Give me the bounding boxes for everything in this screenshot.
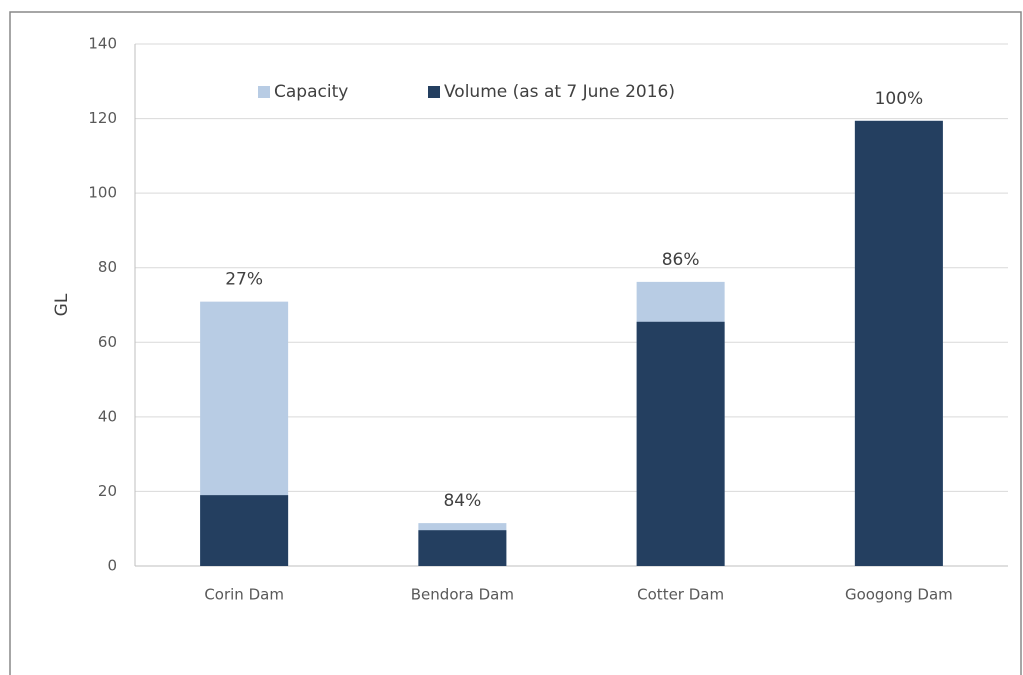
legend-label: Volume (as at 7 June 2016) xyxy=(444,82,675,102)
y-tick-label: 40 xyxy=(98,407,117,425)
legend-swatch xyxy=(428,86,440,98)
x-tick-label: Googong Dam xyxy=(845,586,953,604)
annotation: 86% xyxy=(662,250,700,270)
x-tick-label: Cotter Dam xyxy=(637,586,724,604)
y-tick-label: 140 xyxy=(88,35,117,53)
y-tick-label: 120 xyxy=(88,109,117,127)
bar xyxy=(418,530,507,566)
annotation: 27% xyxy=(225,270,263,290)
bar xyxy=(854,120,943,567)
y-tick-label: 60 xyxy=(98,333,117,351)
y-tick-label: 100 xyxy=(88,184,117,202)
annotation: 84% xyxy=(443,491,481,511)
y-tick-label: 20 xyxy=(98,482,117,500)
y-tick-label: 80 xyxy=(98,258,117,276)
legend-label: Capacity xyxy=(274,82,348,102)
legend-swatch xyxy=(258,86,270,98)
bar xyxy=(200,495,289,566)
y-tick-label: 0 xyxy=(107,557,117,575)
bar xyxy=(636,321,725,566)
annotation: 100% xyxy=(875,89,924,109)
x-tick-label: Corin Dam xyxy=(204,586,284,604)
y-axis-label: GL xyxy=(52,293,72,316)
frame xyxy=(9,11,1022,675)
x-tick-label: Bendora Dam xyxy=(411,586,514,604)
